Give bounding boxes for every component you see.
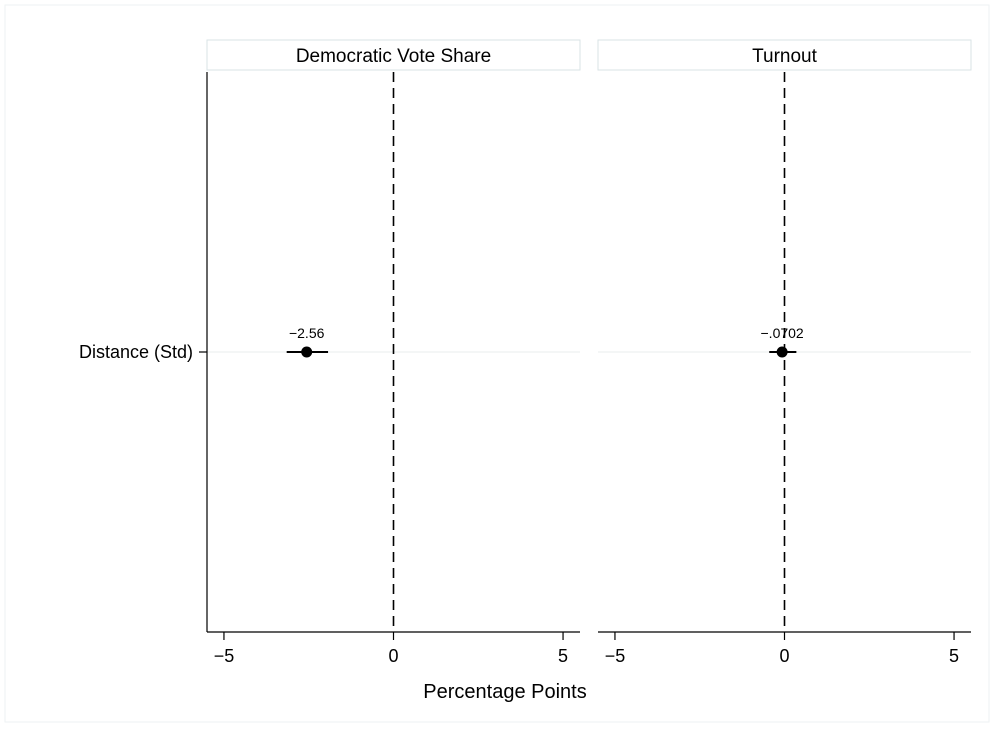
- point-estimate: [776, 346, 788, 358]
- x-tick-label: 0: [388, 646, 398, 666]
- x-tick-label: 5: [558, 646, 568, 666]
- point-estimate: [301, 346, 313, 358]
- panel-strip: [597, 39, 972, 71]
- panel-turnout: Turnout −.0702 −5 0 5: [597, 39, 972, 666]
- x-tick-label: −5: [605, 646, 626, 666]
- y-category-label: Distance (Std): [79, 342, 193, 362]
- panel-title: Turnout: [752, 46, 817, 67]
- estimate-label: −.0702: [761, 325, 804, 341]
- panel-title: Democratic Vote Share: [296, 46, 491, 67]
- x-axis-title: Percentage Points: [423, 681, 586, 703]
- panel-democratic-vote-share: Democratic Vote Share −2.56 −5 0 5: [206, 39, 581, 666]
- x-tick-label: −5: [214, 646, 235, 666]
- x-tick-label: 0: [779, 646, 789, 666]
- x-tick-label: 5: [949, 646, 959, 666]
- estimate-label: −2.56: [289, 325, 325, 341]
- panel-strip: [206, 39, 581, 71]
